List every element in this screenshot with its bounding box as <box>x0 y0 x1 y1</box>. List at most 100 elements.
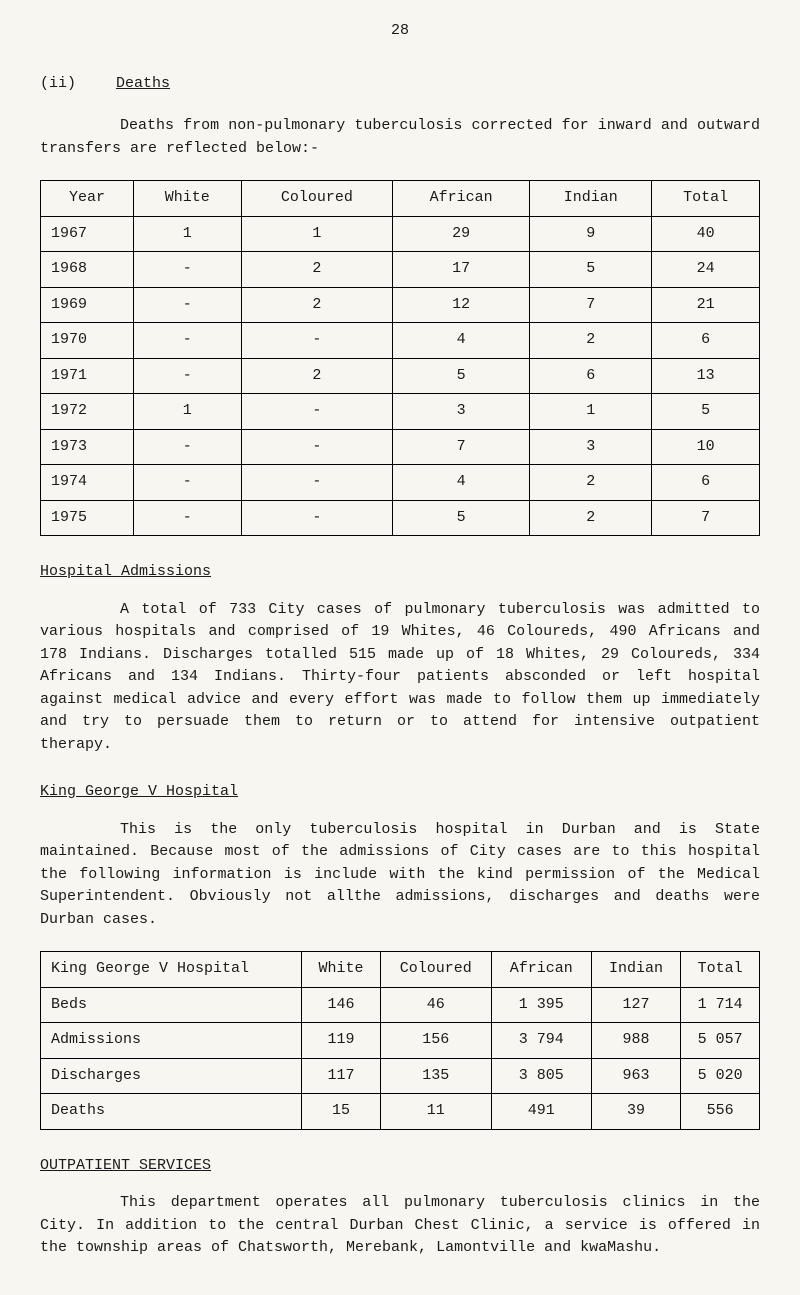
king-george-table: King George V Hospital White Coloured Af… <box>40 951 760 1130</box>
table-cell: 40 <box>652 216 760 252</box>
table-cell: 556 <box>681 1094 760 1130</box>
table-cell: 1973 <box>41 429 134 465</box>
table-row: 1969-212721 <box>41 287 760 323</box>
table-cell: 5 <box>393 500 530 536</box>
table-cell: 1974 <box>41 465 134 501</box>
col-coloured: Coloured <box>380 952 491 988</box>
table-header-row: Year White Coloured African Indian Total <box>41 181 760 217</box>
table-cell: 3 <box>530 429 652 465</box>
table-row: Discharges1171353 8059635 020 <box>41 1058 760 1094</box>
table-cell: - <box>241 323 393 359</box>
table-row: 1971-25613 <box>41 358 760 394</box>
table-cell: 4 <box>393 465 530 501</box>
col-total: Total <box>652 181 760 217</box>
col-total: Total <box>681 952 760 988</box>
col-white: White <box>133 181 241 217</box>
table-cell: 1 <box>530 394 652 430</box>
table-cell: 5 <box>652 394 760 430</box>
page-number: 28 <box>40 20 760 43</box>
table-cell: 2 <box>241 287 393 323</box>
table-cell: - <box>133 429 241 465</box>
col-coloured: Coloured <box>241 181 393 217</box>
table-cell: 1 395 <box>491 987 591 1023</box>
king-george-heading: King George V Hospital <box>40 781 760 804</box>
table-cell: Deaths <box>41 1094 302 1130</box>
table-cell: 1971 <box>41 358 134 394</box>
table-cell: 491 <box>491 1094 591 1130</box>
table-cell: 3 794 <box>491 1023 591 1059</box>
table-row: 19721-315 <box>41 394 760 430</box>
table-cell: 117 <box>302 1058 381 1094</box>
table-cell: - <box>133 252 241 288</box>
table-cell: 1 <box>241 216 393 252</box>
table-cell: 1972 <box>41 394 134 430</box>
table-cell: 135 <box>380 1058 491 1094</box>
col-white: White <box>302 952 381 988</box>
table-cell: 963 <box>591 1058 680 1094</box>
table-cell: - <box>241 394 393 430</box>
table-cell: 5 057 <box>681 1023 760 1059</box>
col-african: African <box>393 181 530 217</box>
table-cell: 13 <box>652 358 760 394</box>
table-row: 1975--527 <box>41 500 760 536</box>
table-cell: 146 <box>302 987 381 1023</box>
table-cell: 988 <box>591 1023 680 1059</box>
table-row: 1973--7310 <box>41 429 760 465</box>
table-cell: 1970 <box>41 323 134 359</box>
table-cell: - <box>241 465 393 501</box>
deaths-table: Year White Coloured African Indian Total… <box>40 180 760 536</box>
table-cell: 5 <box>530 252 652 288</box>
table-cell: - <box>133 287 241 323</box>
table-cell: Beds <box>41 987 302 1023</box>
table-cell: 15 <box>302 1094 381 1130</box>
table-row: 19671129940 <box>41 216 760 252</box>
table-row: Beds146461 3951271 714 <box>41 987 760 1023</box>
hospital-admissions-heading: Hospital Admissions <box>40 561 760 584</box>
table-cell: 39 <box>591 1094 680 1130</box>
table-cell: 2 <box>530 500 652 536</box>
table-cell: 2 <box>530 465 652 501</box>
table-cell: - <box>133 358 241 394</box>
table-cell: 10 <box>652 429 760 465</box>
table-cell: 7 <box>652 500 760 536</box>
table-cell: - <box>133 323 241 359</box>
table-cell: 1969 <box>41 287 134 323</box>
hospital-admissions-paragraph: A total of 733 City cases of pulmonary t… <box>40 599 760 757</box>
table-cell: 29 <box>393 216 530 252</box>
table-cell: 9 <box>530 216 652 252</box>
table-row: 1968-217524 <box>41 252 760 288</box>
table-row: Deaths151149139556 <box>41 1094 760 1130</box>
table-cell: 1968 <box>41 252 134 288</box>
table-cell: 1 <box>133 216 241 252</box>
table-cell: - <box>133 465 241 501</box>
section-roman: (ii) <box>40 73 76 96</box>
table-cell: 1967 <box>41 216 134 252</box>
col-indian: Indian <box>591 952 680 988</box>
outpatient-heading: OUTPATIENT SERVICES <box>40 1155 760 1178</box>
table-cell: Discharges <box>41 1058 302 1094</box>
section-title: Deaths <box>116 73 170 96</box>
table-cell: 7 <box>393 429 530 465</box>
outpatient-paragraph: This department operates all pulmonary t… <box>40 1192 760 1260</box>
col-indian: Indian <box>530 181 652 217</box>
table-cell: 6 <box>530 358 652 394</box>
table-cell: 5 020 <box>681 1058 760 1094</box>
table-cell: 5 <box>393 358 530 394</box>
table-cell: 7 <box>530 287 652 323</box>
section-label: (ii) Deaths <box>40 73 760 96</box>
table-cell: - <box>241 429 393 465</box>
col-year: Year <box>41 181 134 217</box>
table-cell: - <box>241 500 393 536</box>
table-row: 1974--426 <box>41 465 760 501</box>
table-cell: 17 <box>393 252 530 288</box>
table-cell: 12 <box>393 287 530 323</box>
table-cell: 1 <box>133 394 241 430</box>
table-cell: Admissions <box>41 1023 302 1059</box>
intro-paragraph: Deaths from non-pulmonary tuberculosis c… <box>40 115 760 160</box>
king-george-paragraph: This is the only tuberculosis hospital i… <box>40 819 760 932</box>
table-cell: 1975 <box>41 500 134 536</box>
table-cell: 2 <box>530 323 652 359</box>
table-row: 1970--426 <box>41 323 760 359</box>
table-cell: 21 <box>652 287 760 323</box>
table-cell: 4 <box>393 323 530 359</box>
